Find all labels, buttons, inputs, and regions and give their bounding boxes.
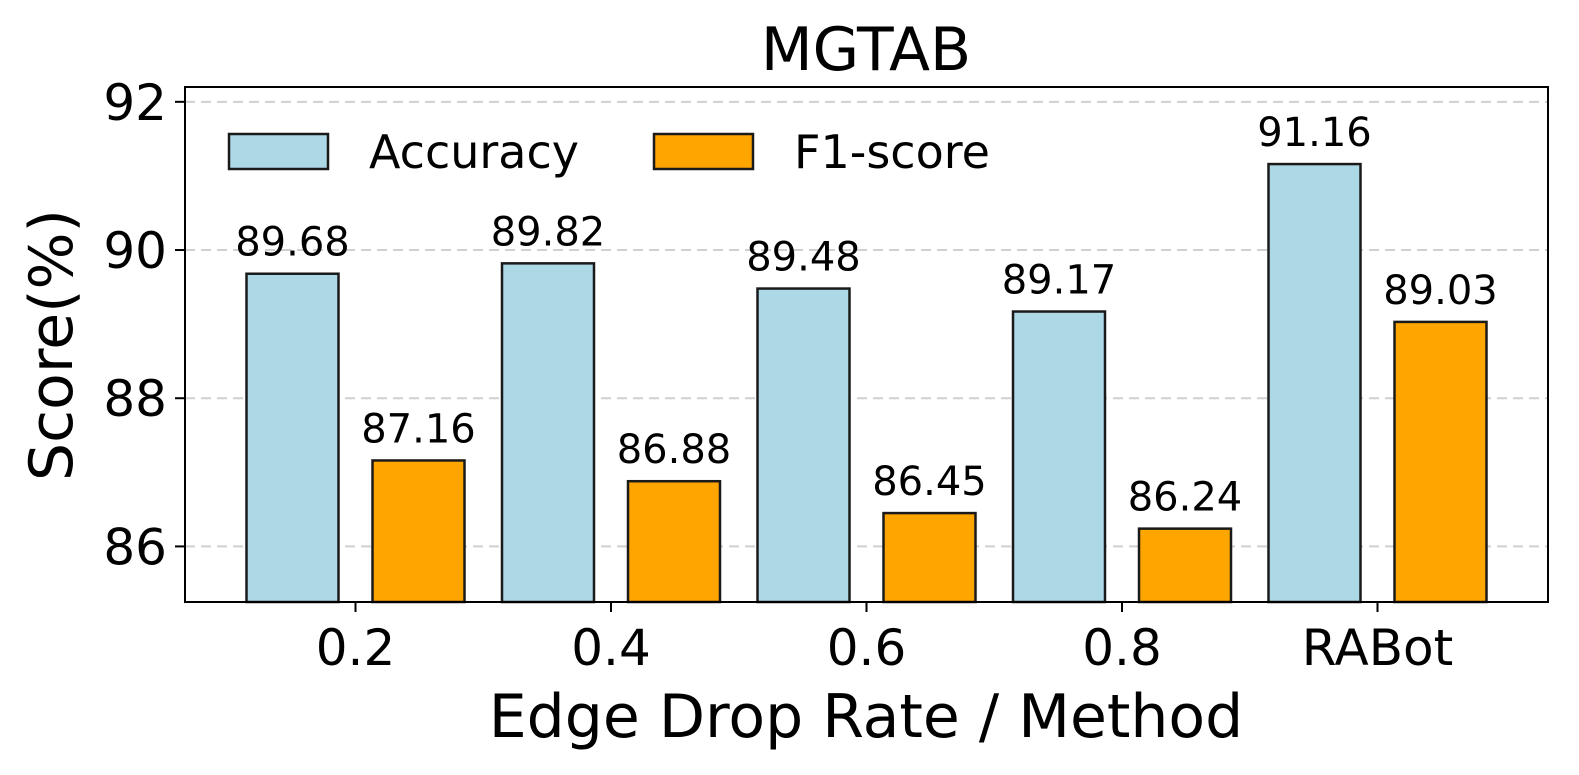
x-tick-label: 0.6 (827, 619, 907, 677)
bar-value-label: 89.48 (746, 235, 861, 281)
x-tick-label: 0.2 (316, 619, 396, 677)
bar-value-label: 89.17 (1002, 258, 1117, 304)
bar-value-label: 87.16 (361, 406, 476, 452)
bar-value-labels: 89.68 87.16 89.82 86.88 89.48 86.45 89.17 86.24… (235, 110, 1498, 521)
bar-accuracy (1267, 162, 1362, 604)
bar-value-label: 86.24 (1128, 475, 1243, 521)
y-axis-label: Score(%) (17, 209, 87, 481)
y-tick-label: 92 (103, 74, 167, 132)
y-tick-label: 90 (103, 222, 167, 280)
bar-f1-score (371, 459, 466, 604)
bar-value-label: 86.45 (872, 459, 987, 505)
legend-label-f1-score: F1-score (794, 125, 990, 179)
legend-label-accuracy: Accuracy (369, 125, 579, 179)
bar-value-label: 86.88 (617, 427, 732, 473)
legend-swatch-accuracy (227, 132, 330, 171)
x-tick-label: RABot (1302, 619, 1453, 677)
legend: Accuracy F1-score (227, 125, 990, 179)
bar-value-label: 89.03 (1383, 268, 1498, 314)
bar-f1-score (1137, 527, 1233, 604)
bar-f1-score (1393, 320, 1488, 604)
bar-value-label: 91.16 (1257, 110, 1372, 156)
bar-accuracy (1011, 310, 1107, 604)
bar-f1-score (626, 479, 722, 604)
bar-accuracy (245, 272, 340, 604)
x-axis-ticks: 0.2 0.4 0.6 0.8 RABot (316, 602, 1453, 677)
bar-value-label: 89.82 (491, 209, 606, 255)
y-tick-label: 86 (103, 518, 167, 576)
chart-title: MGTAB (761, 15, 971, 85)
x-axis-label: Edge Drop Rate / Method (489, 682, 1243, 752)
y-tick-label: 88 (103, 370, 167, 428)
x-tick-label: 0.8 (1082, 619, 1162, 677)
bar-f1-score (882, 511, 977, 604)
bar-accuracy (756, 287, 851, 604)
x-tick-label: 0.4 (571, 619, 651, 677)
bars (245, 162, 1488, 604)
y-axis-ticks: 86 88 90 92 (103, 74, 185, 576)
bar-accuracy (500, 262, 596, 604)
legend-swatch-f1-score (652, 132, 755, 171)
bar-value-label: 89.68 (235, 220, 350, 266)
